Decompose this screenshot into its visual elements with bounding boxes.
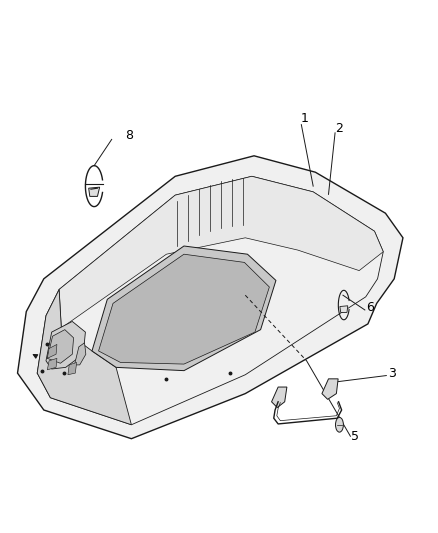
Text: 6: 6 [366, 301, 374, 314]
Polygon shape [340, 306, 348, 312]
Text: 2: 2 [336, 122, 343, 135]
Polygon shape [18, 156, 403, 439]
Polygon shape [99, 254, 269, 364]
Polygon shape [47, 344, 57, 358]
Polygon shape [47, 358, 57, 370]
Text: 3: 3 [388, 367, 396, 379]
Text: 8: 8 [125, 129, 133, 142]
Polygon shape [59, 176, 383, 328]
Polygon shape [272, 387, 287, 408]
Polygon shape [74, 343, 86, 365]
Polygon shape [46, 321, 85, 369]
Polygon shape [68, 362, 77, 375]
Text: 5: 5 [351, 430, 359, 443]
Polygon shape [37, 289, 131, 425]
Polygon shape [322, 379, 338, 399]
Polygon shape [92, 246, 276, 370]
Circle shape [336, 417, 343, 432]
Polygon shape [47, 329, 74, 364]
Polygon shape [88, 187, 100, 196]
Text: 1: 1 [300, 112, 308, 125]
